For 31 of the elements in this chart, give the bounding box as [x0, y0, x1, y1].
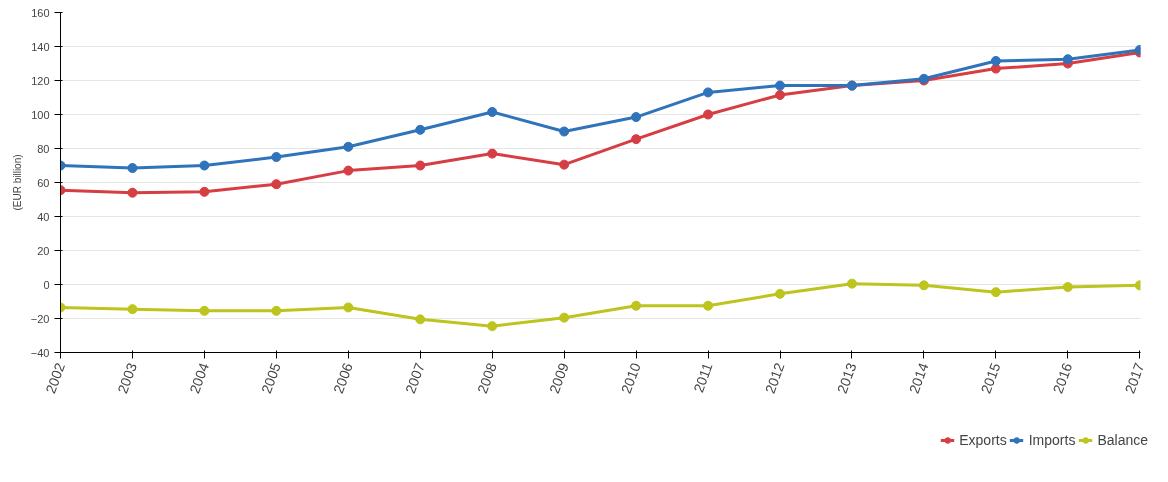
y-tick-label: 140	[31, 40, 50, 53]
y-tick-label: 0	[43, 278, 50, 291]
y-tick-label: 40	[37, 210, 50, 223]
y-tick-label: 20	[37, 244, 50, 257]
y-tick-label: 60	[37, 176, 50, 189]
y-tick-label: 100	[31, 108, 50, 121]
x-tick-label: 2012	[761, 360, 788, 396]
y-tick-label: −40	[30, 346, 50, 359]
x-tick-label: 2005	[258, 360, 284, 396]
y-tick-label: 80	[37, 142, 50, 155]
y-axis-title: (EUR billion)	[11, 154, 23, 211]
x-tick-label: 2006	[330, 360, 356, 396]
y-tick-label: 120	[31, 74, 50, 87]
x-tick-label: 2011	[690, 360, 716, 395]
legend-label: Balance	[1097, 431, 1148, 448]
x-tick-label: 2014	[905, 360, 932, 396]
legend-label: Exports	[959, 431, 1007, 448]
x-tick-label: 2008	[474, 360, 500, 396]
x-tick-label: 2017	[1121, 360, 1148, 396]
x-tick-label: 2010	[617, 360, 644, 396]
y-tick-label: −20	[30, 312, 50, 325]
x-tick-label: 2002	[42, 360, 69, 396]
x-tick-label: 2015	[977, 360, 1004, 396]
x-tick-label: 2013	[833, 360, 860, 396]
x-tick-label: 2003	[114, 360, 141, 396]
x-tick-label: 2016	[1049, 360, 1076, 396]
y-tick-label: 160	[31, 6, 50, 19]
x-tick-label: 2007	[402, 360, 428, 396]
x-tick-label: 2004	[186, 360, 212, 396]
legend-label: Imports	[1028, 431, 1076, 448]
x-tick-label: 2009	[545, 360, 572, 396]
